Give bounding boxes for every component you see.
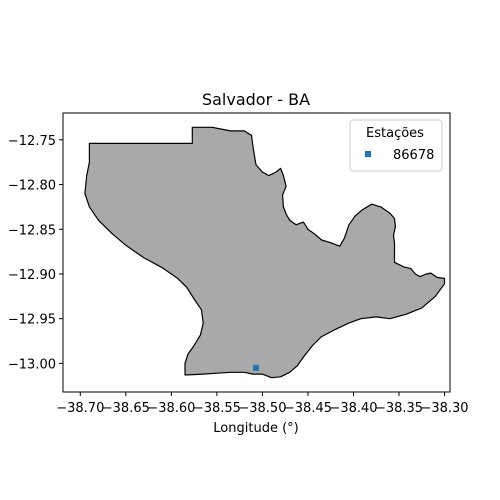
y-tick-label: −12.80 bbox=[8, 179, 56, 194]
region-layer bbox=[84, 126, 446, 379]
y-tick-label: −12.90 bbox=[8, 268, 56, 283]
station-layer bbox=[253, 364, 259, 371]
y-tick-label: −12.75 bbox=[8, 134, 56, 149]
x-tick-label: −38.60 bbox=[147, 401, 195, 416]
x-tick-label: −38.30 bbox=[420, 401, 468, 416]
plot-area bbox=[62, 112, 451, 393]
legend-marker-square-icon bbox=[365, 151, 371, 157]
y-tick-label: −12.85 bbox=[8, 223, 56, 238]
x-tick-label: −38.50 bbox=[238, 401, 286, 416]
y-axis-ticks: −12.75 −12.80 −12.85 −12.90 −12.95 −13.00 bbox=[8, 134, 63, 372]
legend-title: Estações bbox=[366, 126, 424, 141]
map-title: Salvador - BA bbox=[202, 90, 310, 109]
x-tick-label: −38.65 bbox=[102, 401, 150, 416]
y-tick-label: −13.00 bbox=[8, 357, 56, 372]
y-tick-label: −12.95 bbox=[8, 313, 56, 328]
x-tick-label: −38.70 bbox=[56, 401, 104, 416]
x-tick-label: −38.55 bbox=[193, 401, 241, 416]
x-tick-label: −38.40 bbox=[329, 401, 377, 416]
axes-frame bbox=[62, 112, 451, 393]
x-axis-label: Longitude (°) bbox=[213, 421, 298, 436]
station-marker[interactable] bbox=[253, 364, 259, 371]
legend-entry-label: 86678 bbox=[393, 148, 434, 163]
legend[interactable]: Estações 86678 bbox=[349, 119, 443, 172]
x-tick-label: −38.45 bbox=[284, 401, 332, 416]
municipality-boundary bbox=[84, 126, 446, 379]
legend-box bbox=[349, 119, 443, 172]
x-axis-ticks: −38.70−38.65−38.60−38.55−38.50−38.45−38.… bbox=[56, 392, 469, 416]
x-tick-label: −38.35 bbox=[375, 401, 423, 416]
